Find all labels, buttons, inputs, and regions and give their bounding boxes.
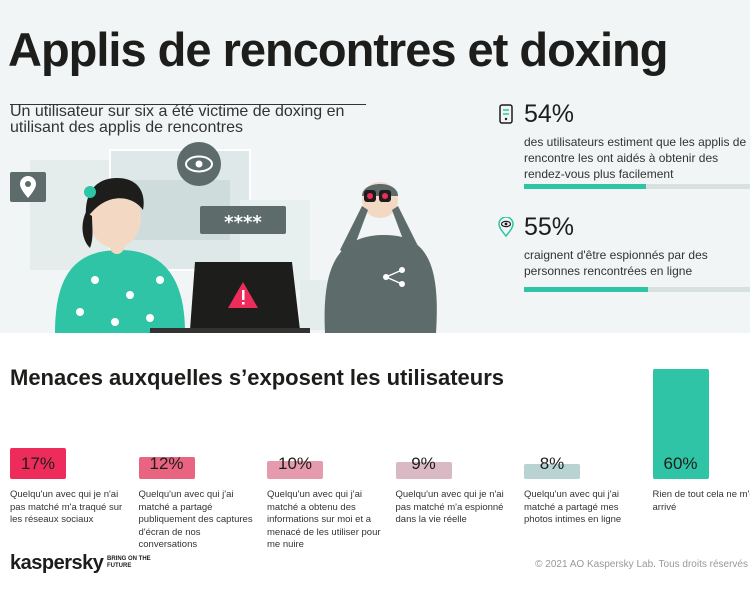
bar-category-label: Quelqu'un avec qui j'ai matché a partagé…	[138, 489, 253, 550]
bar-category-label: Quelqu'un avec qui je n'ai pas matché m'…	[395, 489, 504, 525]
page-subtitle: Un utilisateur sur six a été victime de …	[10, 103, 345, 136]
bar-value-label: 60%	[663, 454, 698, 473]
copyright-text: © 2021 AO Kaspersky Lab. Tous droits rés…	[535, 559, 748, 570]
stat-description: craignent d'être espionnés par des perso…	[524, 248, 708, 278]
bar-category-label: Quelqu'un avec qui j'ai matché a obtenu …	[267, 489, 381, 550]
bar-value-label: 12%	[149, 454, 184, 473]
bar-category-label: Quelqu'un avec qui je n'ai pas matché m'…	[10, 489, 123, 525]
share-icon	[372, 262, 416, 292]
stat-block-1: 54% des utilisateurs estiment que les ap…	[498, 100, 750, 192]
bar-value-label: 8%	[539, 454, 565, 473]
subtitle-rule	[10, 104, 366, 105]
bar	[652, 369, 709, 479]
phone-app-icon	[499, 104, 513, 124]
woman-figure	[55, 178, 185, 333]
stat-block-2: 55% craignent d'être espionnés par des p…	[498, 213, 750, 295]
bar-category-label: Rien de tout cela ne m'est arrivé	[652, 489, 750, 513]
brand-logo: kaspersky	[10, 552, 104, 574]
stat-value: 54%	[524, 100, 575, 128]
bar	[395, 462, 452, 479]
password-field: ****	[200, 206, 286, 234]
map-pin-icon	[10, 172, 46, 202]
password-mask: ****	[224, 212, 262, 233]
stat-value: 55%	[524, 213, 575, 241]
stat-progress-track	[524, 287, 750, 292]
stat-progress-track	[524, 184, 750, 189]
spy-figure	[324, 182, 437, 333]
brand-tagline: BRING ON THE FUTURE	[107, 556, 151, 569]
bar	[10, 448, 66, 479]
bar-value-label: 9%	[411, 454, 436, 473]
bar	[267, 461, 323, 479]
eye-pin-icon	[498, 217, 514, 237]
stat-progress-fill	[524, 287, 649, 292]
page-title: Applis de rencontres et doxing	[8, 23, 668, 76]
warning-icon	[228, 282, 258, 308]
bar	[138, 457, 195, 479]
stat-description: des utilisateurs estiment que les applis…	[524, 135, 747, 181]
stat-progress-fill	[524, 184, 647, 189]
chart-title: Menaces auxquelles s’exposent les utilis…	[10, 365, 504, 390]
doxing-illustration: ****	[10, 142, 437, 333]
bar	[524, 464, 580, 479]
bar-value-label: 17%	[20, 454, 56, 473]
bar-value-label: 10%	[277, 454, 313, 473]
eye-bubble-icon	[177, 142, 221, 186]
bar-category-label: Quelqu'un avec qui j'ai matché a partagé…	[524, 489, 622, 525]
